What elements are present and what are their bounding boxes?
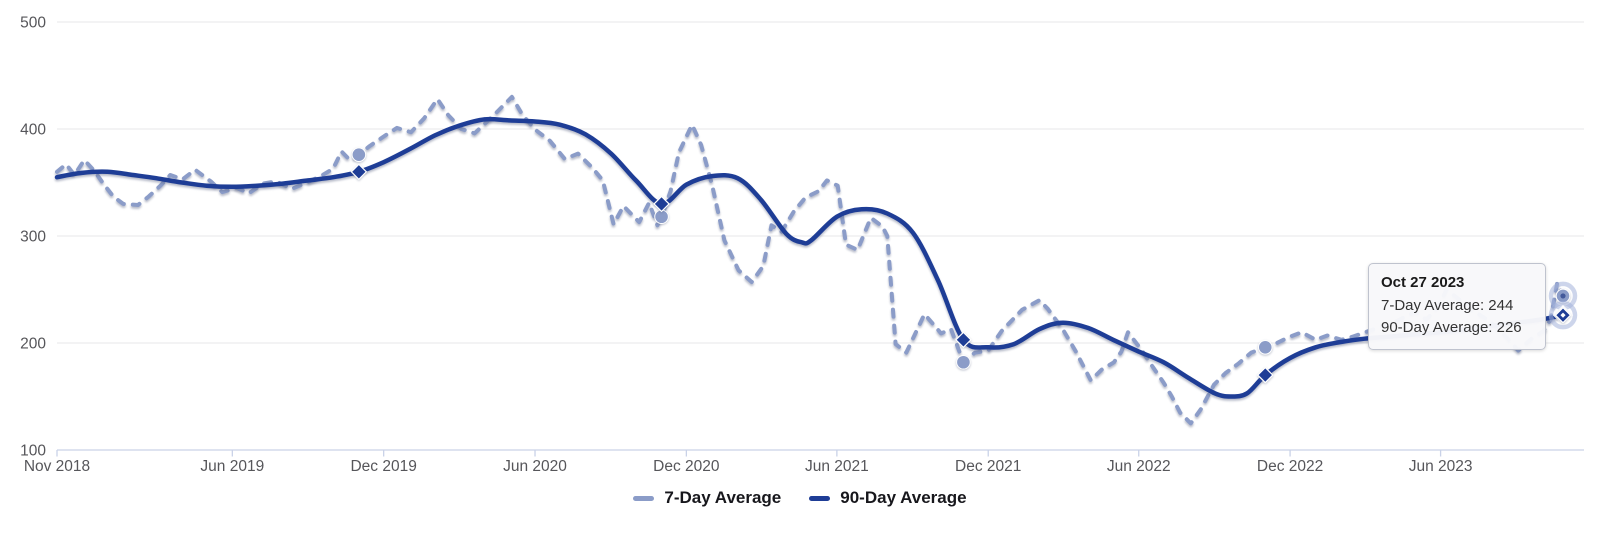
x-axis-label: Jun 2019 — [200, 458, 264, 475]
x-axis-label: Jun 2021 — [805, 458, 869, 475]
legend-item-7-day-average[interactable]: 7-Day Average — [633, 488, 781, 508]
x-axis-label: Dec 2022 — [1257, 458, 1323, 475]
marker-7-day[interactable] — [351, 147, 367, 162]
series-line-90day[interactable] — [54, 116, 1566, 399]
marker-center-dot — [1560, 293, 1566, 299]
y-axis-label: 400 — [20, 122, 46, 139]
tooltip-line-90-day: 90-Day Average: 226 — [1381, 319, 1522, 336]
marker-halo — [1548, 300, 1578, 330]
y-axis-label: 200 — [20, 336, 46, 353]
y-axis-label: 300 — [20, 229, 46, 246]
legend-swatch-7-day — [633, 495, 655, 501]
marker-90-day[interactable] — [653, 195, 670, 213]
y-axis-label: 500 — [20, 15, 46, 32]
x-axis-label: Jun 2020 — [503, 458, 567, 475]
marker-7-day[interactable] — [956, 354, 971, 370]
tooltip-line-7-day: 7-Day Average: 244 — [1381, 296, 1514, 314]
x-axis-label: Dec 2020 — [653, 458, 720, 475]
legend-swatch-90-day — [809, 495, 831, 501]
marker-90-day[interactable] — [350, 163, 368, 181]
legend: 7-Day Average 90-Day Average — [0, 488, 1600, 508]
marker-center-dot — [1560, 312, 1566, 318]
marker-90-day[interactable] — [955, 331, 972, 349]
x-axis-label: Dec 2019 — [350, 458, 416, 475]
tooltip: Oct 27 2023 7-Day Average: 244 90-Day Av… — [1368, 263, 1546, 350]
x-axis-label: Jun 2023 — [1409, 458, 1473, 475]
x-axis-label: Dec 2021 — [955, 458, 1021, 475]
y-axis-label: 100 — [20, 443, 46, 460]
tooltip-date: Oct 27 2023 — [1381, 274, 1465, 291]
series-line-7day[interactable] — [55, 94, 1565, 426]
marker-90-day[interactable] — [1256, 366, 1274, 384]
x-axis-label: Nov 2018 — [24, 458, 90, 475]
x-axis-label: Jun 2022 — [1107, 458, 1171, 475]
legend-label-7-day: 7-Day Average — [664, 488, 782, 507]
legend-item-90-day-average[interactable]: 90-Day Average — [809, 488, 967, 508]
marker-7-day[interactable] — [1257, 339, 1273, 355]
legend-label-90-day: 90-Day Average — [840, 488, 967, 507]
